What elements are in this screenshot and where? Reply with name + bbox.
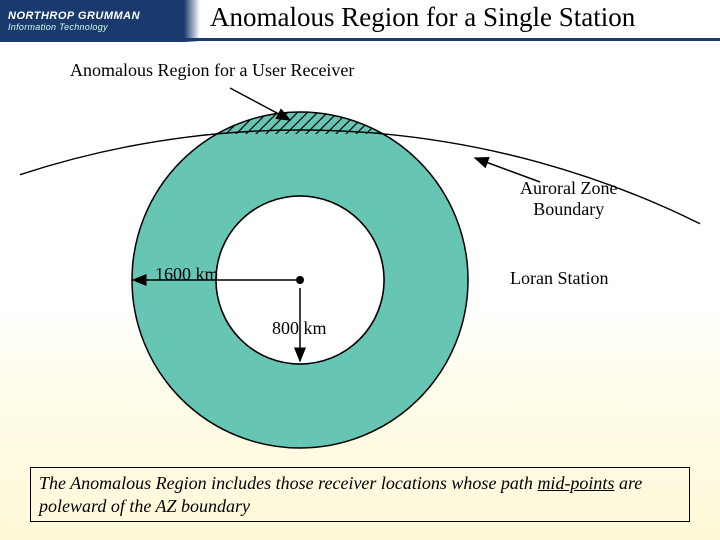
- slide-header: NORTHROP GRUMMAN Information Technology …: [0, 0, 720, 42]
- label-800km: 800 km: [272, 318, 327, 339]
- company-logo: NORTHROP GRUMMAN Information Technology: [0, 0, 200, 42]
- title-underline: [0, 38, 720, 41]
- diagram-subtitle: Anomalous Region for a User Receiver: [70, 60, 354, 81]
- anomalous-region-diagram: [0, 80, 720, 460]
- label-1600km: 1600 km: [155, 264, 219, 285]
- footer-prefix: The Anomalous Region includes those rece…: [39, 473, 537, 493]
- anomalous-hatched-region: [132, 112, 468, 134]
- logo-text-2: Information Technology: [8, 22, 200, 32]
- arrow-subtitle-to-region: [230, 88, 290, 120]
- label-auroral-zone: Auroral ZoneBoundary: [520, 178, 617, 219]
- slide-title: Anomalous Region for a Single Station: [210, 2, 635, 33]
- footer-underlined: mid-points: [537, 473, 614, 493]
- footer-caption: The Anomalous Region includes those rece…: [30, 467, 690, 522]
- label-loran-station: Loran Station: [510, 268, 608, 289]
- logo-text-1: NORTHROP GRUMMAN: [8, 10, 200, 22]
